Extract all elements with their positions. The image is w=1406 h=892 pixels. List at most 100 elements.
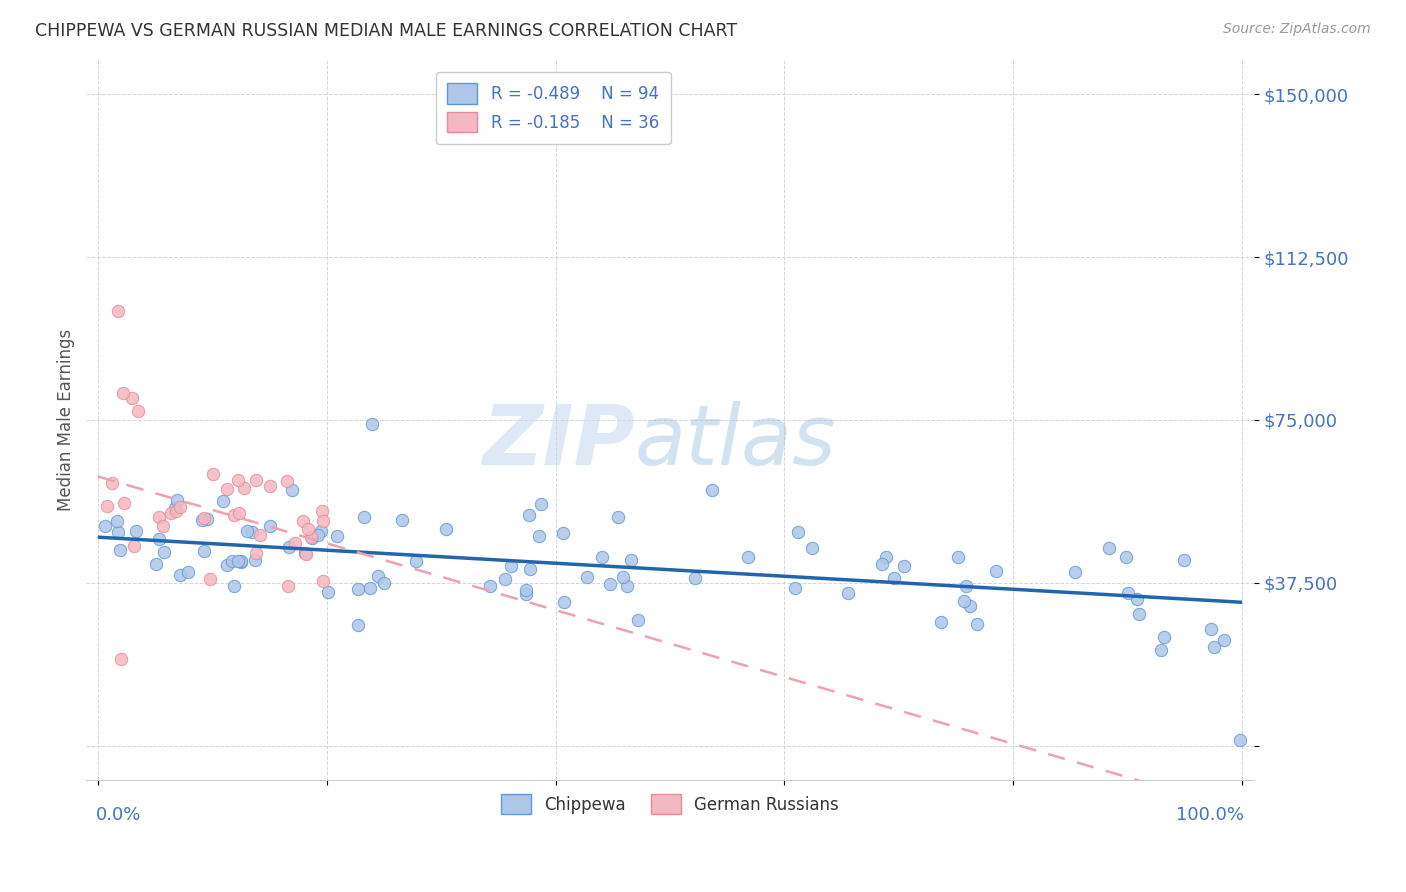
Point (883, 571, 905, 585)
Point (193, 510, 215, 524)
Point (224, 508, 246, 522)
Point (316, 585, 339, 599)
Point (236, 524, 259, 538)
Point (169, 500, 191, 515)
Text: 0.0%: 0.0% (96, 806, 141, 824)
Point (112, 496, 135, 510)
Point (986, 565, 1008, 579)
Point (1115, 549, 1137, 564)
Point (700, 483, 723, 497)
Point (281, 483, 304, 497)
Point (229, 555, 252, 569)
Point (515, 582, 537, 597)
Point (405, 554, 427, 568)
Text: Source: ZipAtlas.com: Source: ZipAtlas.com (1223, 22, 1371, 37)
Point (627, 614, 650, 628)
Point (221, 553, 243, 567)
Point (295, 547, 318, 561)
Point (259, 478, 281, 492)
Point (953, 594, 976, 608)
Point (159, 506, 181, 520)
Point (893, 559, 915, 574)
Point (612, 570, 634, 584)
Point (224, 579, 246, 593)
Point (553, 526, 575, 541)
Point (607, 510, 630, 524)
Point (278, 540, 301, 554)
Point (226, 554, 249, 568)
Point (232, 481, 254, 495)
Point (294, 545, 316, 559)
Point (1128, 607, 1150, 622)
Point (240, 525, 263, 540)
Point (94, 519, 117, 533)
Point (1229, 733, 1251, 747)
Point (193, 544, 215, 558)
Legend: Chippewa, German Russians: Chippewa, German Russians (489, 782, 851, 826)
Point (529, 529, 551, 543)
Point (226, 473, 249, 487)
Point (307, 528, 329, 542)
Point (229, 554, 252, 568)
Text: atlas: atlas (636, 401, 837, 482)
Point (478, 579, 501, 593)
Point (176, 565, 198, 579)
Point (499, 559, 522, 574)
Point (110, 651, 132, 665)
Point (875, 550, 897, 565)
Point (121, 391, 143, 405)
Point (576, 570, 599, 584)
Point (148, 510, 170, 524)
Point (1173, 553, 1195, 567)
Point (276, 474, 298, 488)
Point (367, 568, 389, 582)
Point (683, 571, 706, 585)
Point (259, 518, 281, 533)
Point (620, 553, 643, 567)
Point (616, 579, 638, 593)
Point (517, 508, 540, 523)
Point (166, 493, 188, 508)
Point (837, 586, 859, 600)
Point (152, 519, 174, 533)
Point (311, 504, 333, 518)
Point (107, 304, 129, 318)
Point (494, 572, 516, 586)
Point (101, 476, 124, 491)
Point (737, 550, 759, 565)
Point (786, 525, 808, 540)
Point (148, 532, 170, 546)
Point (434, 522, 457, 536)
Point (599, 576, 621, 591)
Point (145, 557, 167, 571)
Point (591, 549, 613, 564)
Point (553, 595, 575, 609)
Point (1063, 566, 1085, 580)
Point (169, 568, 191, 582)
Point (1126, 592, 1149, 607)
Point (243, 553, 266, 567)
Point (195, 512, 218, 526)
Point (125, 524, 148, 538)
Point (212, 493, 235, 508)
Point (163, 500, 186, 515)
Point (127, 404, 149, 418)
Point (198, 572, 221, 586)
Point (1199, 623, 1222, 637)
Point (1116, 586, 1139, 600)
Point (870, 558, 893, 572)
Point (309, 524, 332, 538)
Point (955, 579, 977, 593)
Text: ZIP: ZIP (482, 401, 636, 482)
Point (966, 617, 988, 632)
Text: 100.0%: 100.0% (1177, 806, 1244, 824)
Point (201, 467, 224, 482)
Point (299, 530, 322, 544)
Point (1098, 541, 1121, 555)
Point (292, 514, 315, 528)
Point (929, 615, 952, 629)
Point (111, 386, 134, 401)
Point (359, 582, 381, 596)
Point (1149, 643, 1171, 657)
Point (96, 499, 118, 513)
